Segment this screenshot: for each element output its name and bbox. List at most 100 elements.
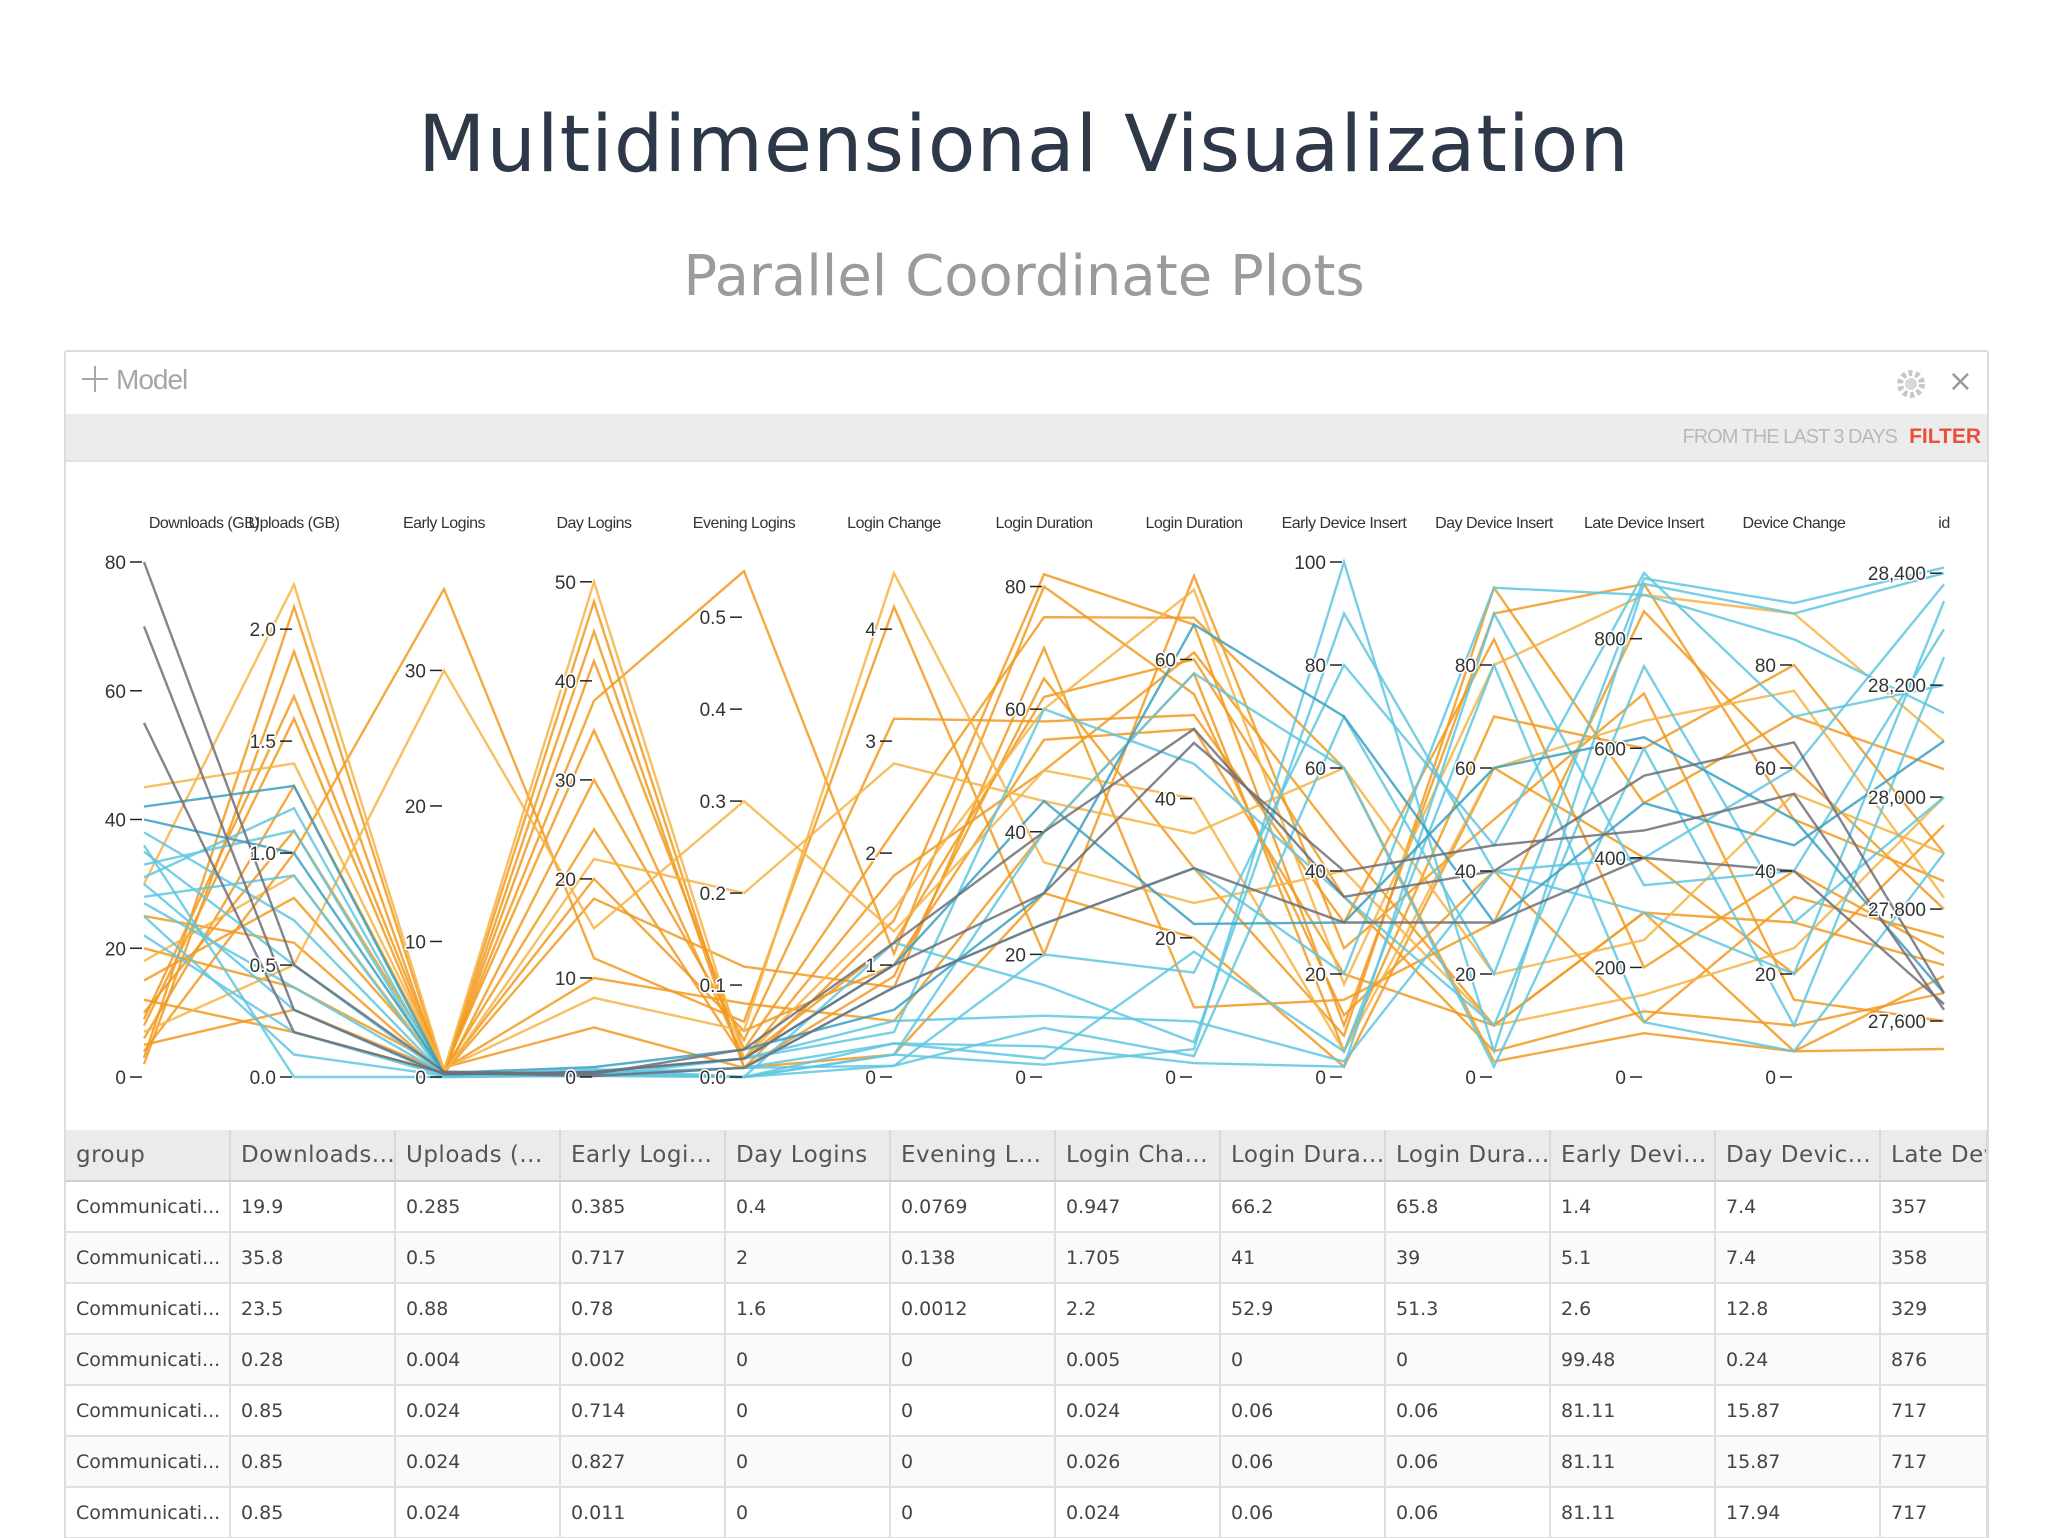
tick-label: 20 <box>1305 965 1326 986</box>
series-line <box>143 663 1945 1077</box>
column-header-4[interactable]: Day Logins <box>725 1130 891 1182</box>
axis[interactable]: Evening Logins 0.0 0.1 0.2 0.3 0.4 0.5 <box>693 515 796 1091</box>
table-cell: 0.024 <box>395 1436 561 1488</box>
tick-label: 80 <box>105 553 126 574</box>
table-cell: 1.705 <box>1055 1232 1221 1284</box>
gear-icon[interactable] <box>1893 366 1929 402</box>
axis[interactable]: Day Device Insert 0 20 40 60 80 <box>1435 515 1554 1091</box>
table-cell: 0 <box>725 1436 891 1488</box>
tick-label: 50 <box>555 573 576 594</box>
tick-label: 0.4 <box>700 700 727 721</box>
axis-title: Evening Logins <box>693 515 796 532</box>
table-cell: 0 <box>890 1385 1056 1437</box>
tick-label: 40 <box>1155 790 1176 811</box>
column-header-2[interactable]: Uploads (... <box>395 1130 561 1182</box>
table-cell: 0.85 <box>230 1487 396 1538</box>
tick-label: 30 <box>405 661 426 682</box>
table-cell: Communicati... <box>66 1334 231 1386</box>
axis[interactable]: Login Duration 0 20 40 60 <box>1145 515 1243 1091</box>
table-cell: 717 <box>1880 1385 1987 1437</box>
tick-label: 80 <box>1005 578 1026 599</box>
table-cell: 41 <box>1220 1232 1386 1284</box>
table-row[interactable]: Communicati... 23.5 0.88 0.78 1.6 0.0012 2.2 52… <box>66 1283 1987 1335</box>
table-cell: 5.1 <box>1550 1232 1716 1284</box>
table-cell: Communicati... <box>66 1436 231 1488</box>
axis[interactable]: Late Device Insert 0 200 400 600 800 <box>1584 515 1706 1091</box>
table-row[interactable]: Communicati... 0.85 0.024 0.714 0 0 0.024 0.06 0… <box>66 1385 1987 1437</box>
table-row[interactable]: Communicati... 0.85 0.024 0.827 0 0 0.026 0.06 0… <box>66 1436 1987 1488</box>
tick-label: 80 <box>1455 656 1476 677</box>
column-header-1[interactable]: Downloads... <box>230 1130 396 1182</box>
axis[interactable]: Early Device Insert 0 20 40 60 80 100 <box>1282 515 1408 1091</box>
axis[interactable]: Downloads (GB) 0 20 40 60 80 <box>103 515 260 1091</box>
column-header-11[interactable]: Late Devic <box>1880 1130 1987 1182</box>
table-cell: 0.28 <box>230 1334 396 1386</box>
column-header-7[interactable]: Login Dura... <box>1220 1130 1386 1182</box>
table-row[interactable]: Communicati... 0.28 0.004 0.002 0 0 0.005 0 0 99.… <box>66 1334 1987 1386</box>
table-cell: 66.2 <box>1220 1181 1386 1233</box>
column-header-8[interactable]: Login Dura... <box>1385 1130 1551 1182</box>
table-cell: 81.11 <box>1550 1487 1716 1538</box>
table-cell: 0.0769 <box>890 1181 1056 1233</box>
column-header-10[interactable]: Day Devic... <box>1715 1130 1881 1182</box>
table-cell: 0.005 <box>1055 1334 1221 1386</box>
table-cell: 0 <box>725 1385 891 1437</box>
axis[interactable]: Login Change 0 1 2 3 4 <box>847 515 942 1091</box>
tick-label: 40 <box>1755 862 1776 883</box>
close-icon[interactable]: × <box>1947 364 1973 399</box>
table-cell: 23.5 <box>230 1283 396 1335</box>
table-cell: 2.6 <box>1550 1283 1716 1335</box>
table-cell: 0.024 <box>1055 1487 1221 1538</box>
table-row[interactable]: Communicati... 0.85 0.024 0.011 0 0 0.024 0.06 0… <box>66 1487 1987 1538</box>
axis-title: Early Device Insert <box>1282 515 1408 532</box>
axis[interactable]: Device Change 0 20 40 60 80 <box>1743 515 1847 1091</box>
table-cell: 0.06 <box>1220 1487 1386 1538</box>
model-label[interactable]: Model <box>116 364 188 395</box>
data-table: group Downloads... Uploads (... Early Logi.… <box>66 1130 1987 1538</box>
axis-title: Uploads (GB) <box>249 515 340 532</box>
table-row[interactable]: Communicati... 19.9 0.285 0.385 0.4 0.0769 0.9… <box>66 1181 1987 1233</box>
table-cell: 0 <box>725 1487 891 1538</box>
filter-button[interactable]: FILTER <box>1909 425 1981 448</box>
tick-label: 0 <box>1315 1068 1326 1089</box>
column-header-9[interactable]: Early Devi... <box>1550 1130 1716 1182</box>
tick-label: 0 <box>1015 1068 1026 1089</box>
axis[interactable]: id 27,600 27,800 28,000 28,200 28,400 <box>1866 515 1950 1035</box>
model-panel: Model × FROM THE LAST 3 DAYS FILTER Down… <box>64 350 1989 1538</box>
table-cell: Communicati... <box>66 1385 231 1437</box>
table-cell: 0.06 <box>1220 1385 1386 1437</box>
table-cell: 0.024 <box>395 1385 561 1437</box>
axis-title: Day Logins <box>556 515 632 532</box>
axis[interactable]: Early Logins 0 10 20 30 <box>403 515 486 1091</box>
tick-label: 200 <box>1594 958 1626 979</box>
axis-title: Login Duration <box>995 515 1092 532</box>
tick-label: 0 <box>1165 1068 1176 1089</box>
axis[interactable]: Uploads (GB) 0.0 0.5 1.0 1.5 2.0 <box>248 515 340 1091</box>
column-header-5[interactable]: Evening L... <box>890 1130 1056 1182</box>
table-cell: 0 <box>890 1334 1056 1386</box>
table-cell: 0 <box>725 1334 891 1386</box>
tick-label: 80 <box>1305 656 1326 677</box>
table-cell: Communicati... <box>66 1232 231 1284</box>
table-cell: 1.4 <box>1550 1181 1716 1233</box>
tick-label: 40 <box>555 672 576 693</box>
tick-label: 400 <box>1594 849 1626 870</box>
plus-icon[interactable] <box>82 366 108 392</box>
axis[interactable]: Day Logins 0 10 20 30 40 50 <box>553 515 632 1091</box>
tick-label: 20 <box>405 797 426 818</box>
axis[interactable]: Login Duration 0 20 40 60 80 <box>995 515 1093 1091</box>
table-cell: 717 <box>1880 1436 1987 1488</box>
tick-label: 2 <box>865 844 876 865</box>
tick-label: 40 <box>1305 862 1326 883</box>
tick-label: 28,400 <box>1868 564 1926 585</box>
table-cell: 0.06 <box>1385 1487 1551 1538</box>
table-row[interactable]: Communicati... 35.8 0.5 0.717 2 0.138 1.705 41 3… <box>66 1232 1987 1284</box>
column-header-6[interactable]: Login Cha... <box>1055 1130 1221 1182</box>
slide-subtitle: Parallel Coordinate Plots <box>683 244 1365 309</box>
column-header-3[interactable]: Early Logi... <box>560 1130 726 1182</box>
column-header-0[interactable]: group <box>66 1130 231 1182</box>
table-cell: 0.88 <box>395 1283 561 1335</box>
table-cell: 0.947 <box>1055 1181 1221 1233</box>
axis-title: Early Logins <box>403 515 486 532</box>
